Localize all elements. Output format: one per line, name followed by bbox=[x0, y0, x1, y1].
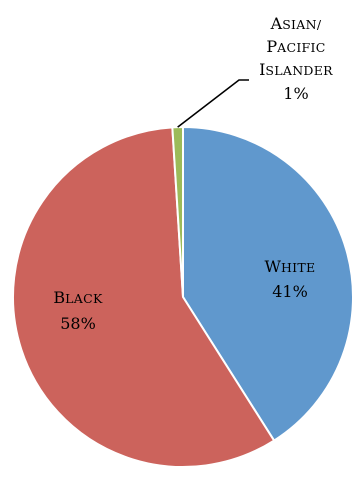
leader-lines bbox=[177, 79, 249, 128]
slice-label-asian-line2: PACIFIC bbox=[266, 37, 325, 56]
slice-label-black: BLACK bbox=[53, 288, 103, 307]
pie-slice-black bbox=[12, 126, 276, 468]
slice-value-black: 58% bbox=[60, 314, 96, 333]
slice-label-black-initial: B bbox=[53, 288, 65, 307]
slice-label-asian-line1: ASIAN/ bbox=[270, 14, 322, 33]
slice-label-black-rest: LACK bbox=[65, 291, 103, 306]
slice-label-asian-line3: ISLANDER bbox=[259, 60, 333, 79]
slice-value-asian: 1% bbox=[283, 84, 308, 103]
slice-label-white-initial: W bbox=[265, 257, 282, 276]
slice-label-white: WHITE bbox=[265, 257, 316, 276]
slice-value-white: 41% bbox=[272, 282, 308, 301]
pie-slices bbox=[12, 125, 355, 468]
slice-label-white-rest: HITE bbox=[281, 260, 316, 275]
leader-line-asian bbox=[177, 79, 249, 128]
